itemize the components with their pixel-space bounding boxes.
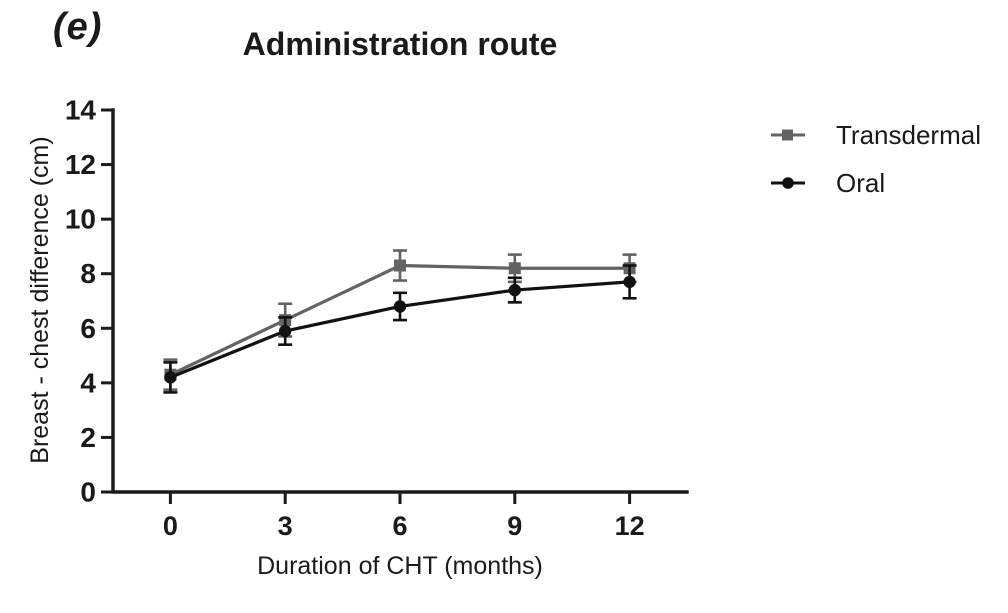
y-tick-label: 2 <box>80 422 96 453</box>
data-point-square-transdermal <box>394 259 406 272</box>
x-tick-label: 12 <box>615 511 645 541</box>
data-point-circle-oral <box>508 283 521 297</box>
legend-label: Transdermal <box>836 120 981 150</box>
x-tick-label: 3 <box>278 511 293 541</box>
legend: Transdermal Oral <box>770 120 981 216</box>
data-point-circle-oral <box>164 371 177 384</box>
data-point-circle-oral <box>623 275 636 289</box>
legend-item-oral: Oral <box>770 168 981 198</box>
y-tick-label: 8 <box>80 258 96 289</box>
data-point-circle-oral <box>393 300 407 313</box>
data-point-circle-oral <box>279 324 292 338</box>
transdermal-square-marker-icon <box>771 129 805 141</box>
legend-key-circle <box>782 177 794 189</box>
oral-circle-marker-icon <box>771 177 805 189</box>
y-tick-label: 4 <box>80 367 96 398</box>
x-tick-label: 0 <box>163 511 178 541</box>
y-tick-label: 6 <box>80 313 96 344</box>
chart-title: Administration route <box>242 26 558 62</box>
data-point-square-transdermal <box>508 262 521 275</box>
y-tick-label: 10 <box>65 204 96 235</box>
x-tick-label: 9 <box>507 511 522 541</box>
y-axis-label: Breast - chest difference (cm) <box>26 136 54 464</box>
panel-label: (e) <box>53 6 103 48</box>
x-axis-label: Duration of CHT (months) <box>257 552 543 580</box>
y-tick-label: 12 <box>65 149 96 180</box>
y-tick-label: 0 <box>80 477 96 508</box>
legend-item-transdermal: Transdermal <box>770 120 981 150</box>
legend-key-square <box>782 129 793 141</box>
y-tick-label: 14 <box>65 95 97 126</box>
legend-label: Oral <box>836 168 886 198</box>
x-tick-label: 6 <box>392 511 407 541</box>
